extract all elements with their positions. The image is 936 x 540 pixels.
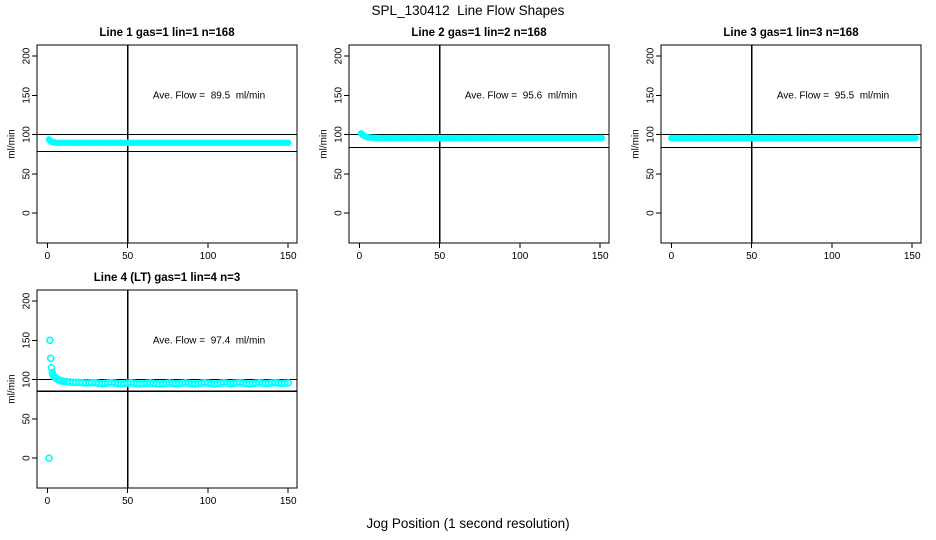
- x-tick-label: 0: [45, 251, 51, 262]
- y-axis-label: ml/min: [7, 374, 18, 403]
- y-tick-label: 200: [334, 47, 345, 64]
- data-point: [284, 139, 292, 147]
- y-tick-label: 150: [22, 87, 33, 104]
- x-tick-label: 0: [357, 251, 363, 262]
- figure-xlabel: Jog Position (1 second resolution): [366, 516, 570, 531]
- plot-box: [348, 44, 610, 244]
- data-point: [45, 454, 53, 462]
- data-point: [47, 363, 56, 372]
- y-tick-label: 100: [334, 126, 345, 143]
- figure-title: SPL_130412 Line Flow Shapes: [371, 3, 565, 18]
- data-point: [46, 354, 55, 363]
- data-point: [46, 336, 54, 345]
- y-tick-label: 0: [334, 210, 345, 216]
- y-axis-label: ml/min: [631, 129, 642, 158]
- y-tick-label: 200: [646, 47, 657, 64]
- x-tick-label: 150: [904, 251, 921, 262]
- x-tick-label: 100: [824, 251, 841, 262]
- subplot-line-2-canvas: 0 50 100 150 0 50 100 150 200 ml/min Line 2 gas=1 …: [319, 27, 610, 262]
- y-tick-label: 200: [22, 47, 33, 64]
- data-point: [598, 134, 606, 142]
- y-tick-label: 0: [22, 210, 33, 216]
- y-tick-label: 100: [22, 126, 33, 143]
- y-tick-label: 150: [22, 332, 33, 349]
- subplot-line-3-canvas: 0 50 100 150 0 50 100 150 200 ml/min Line 3 gas=1 …: [631, 27, 922, 262]
- data-point: [912, 134, 919, 142]
- subplot-line-4-canvas: 0 50 100 150 0 50 100 150 200 ml/min Line 4 (LT) g…: [7, 272, 298, 507]
- plot-box: [36, 44, 298, 244]
- ave-flow-annotation: Ave. Flow = 97.4 ml/min: [153, 335, 265, 346]
- subplot-line-1-canvas: 0 50 100 150 0 50 100 150 200 ml/min Line 1 gas=1 …: [7, 27, 298, 262]
- x-tick-label: 100: [200, 251, 217, 262]
- y-tick-label: 50: [22, 413, 33, 425]
- y-tick-label: 0: [22, 455, 33, 461]
- y-tick-label: 50: [22, 168, 33, 180]
- y-tick-label: 150: [334, 87, 345, 104]
- x-tick-label: 50: [122, 496, 134, 507]
- y-axis-label: ml/min: [319, 129, 330, 158]
- x-tick-label: 100: [200, 496, 217, 507]
- plot-box: [36, 289, 298, 489]
- y-tick-label: 50: [334, 168, 345, 180]
- x-tick-label: 50: [434, 251, 446, 262]
- y-tick-label: 0: [646, 210, 657, 216]
- y-tick-label: 200: [22, 292, 33, 309]
- subplot-line-3: 0 50 100 150 0 50 100 150 200 ml/min Line 3 gas=1 …: [624, 18, 936, 268]
- x-tick-label: 100: [512, 251, 529, 262]
- subplot-title: Line 3 gas=1 lin=3 n=168: [723, 27, 859, 39]
- y-tick-label: 150: [646, 87, 657, 104]
- subplot-line-4: 0 50 100 150 0 50 100 150 200 ml/min Line 4 (LT) g…: [0, 263, 312, 540]
- y-tick-label: 100: [646, 126, 657, 143]
- x-tick-label: 50: [122, 251, 134, 262]
- y-tick-label: 100: [22, 371, 33, 388]
- subplot-title: Line 4 (LT) gas=1 lin=4 n=3: [94, 272, 240, 284]
- data-point: [284, 379, 292, 387]
- x-tick-label: 50: [746, 251, 758, 262]
- data-point: [281, 379, 289, 387]
- ave-flow-annotation: Ave. Flow = 95.6 ml/min: [465, 90, 577, 101]
- x-tick-label: 0: [669, 251, 675, 262]
- ave-flow-annotation: Ave. Flow = 89.5 ml/min: [153, 90, 265, 101]
- x-tick-label: 150: [280, 496, 297, 507]
- subplot-line-1: 0 50 100 150 0 50 100 150 200 ml/min Line 1 gas=1 …: [0, 18, 312, 268]
- subplot-title: Line 1 gas=1 lin=1 n=168: [99, 27, 235, 39]
- ave-flow-annotation: Ave. Flow = 95.5 ml/min: [777, 90, 889, 101]
- plot-box: [660, 44, 922, 244]
- y-tick-label: 50: [646, 168, 657, 180]
- subplot-line-2: 0 50 100 150 0 50 100 150 200 ml/min Line 2 gas=1 …: [312, 18, 624, 268]
- x-tick-label: 0: [45, 496, 51, 507]
- x-tick-label: 150: [592, 251, 609, 262]
- subplot-title: Line 2 gas=1 lin=2 n=168: [411, 27, 547, 39]
- x-tick-label: 150: [280, 251, 297, 262]
- y-axis-label: ml/min: [7, 129, 18, 158]
